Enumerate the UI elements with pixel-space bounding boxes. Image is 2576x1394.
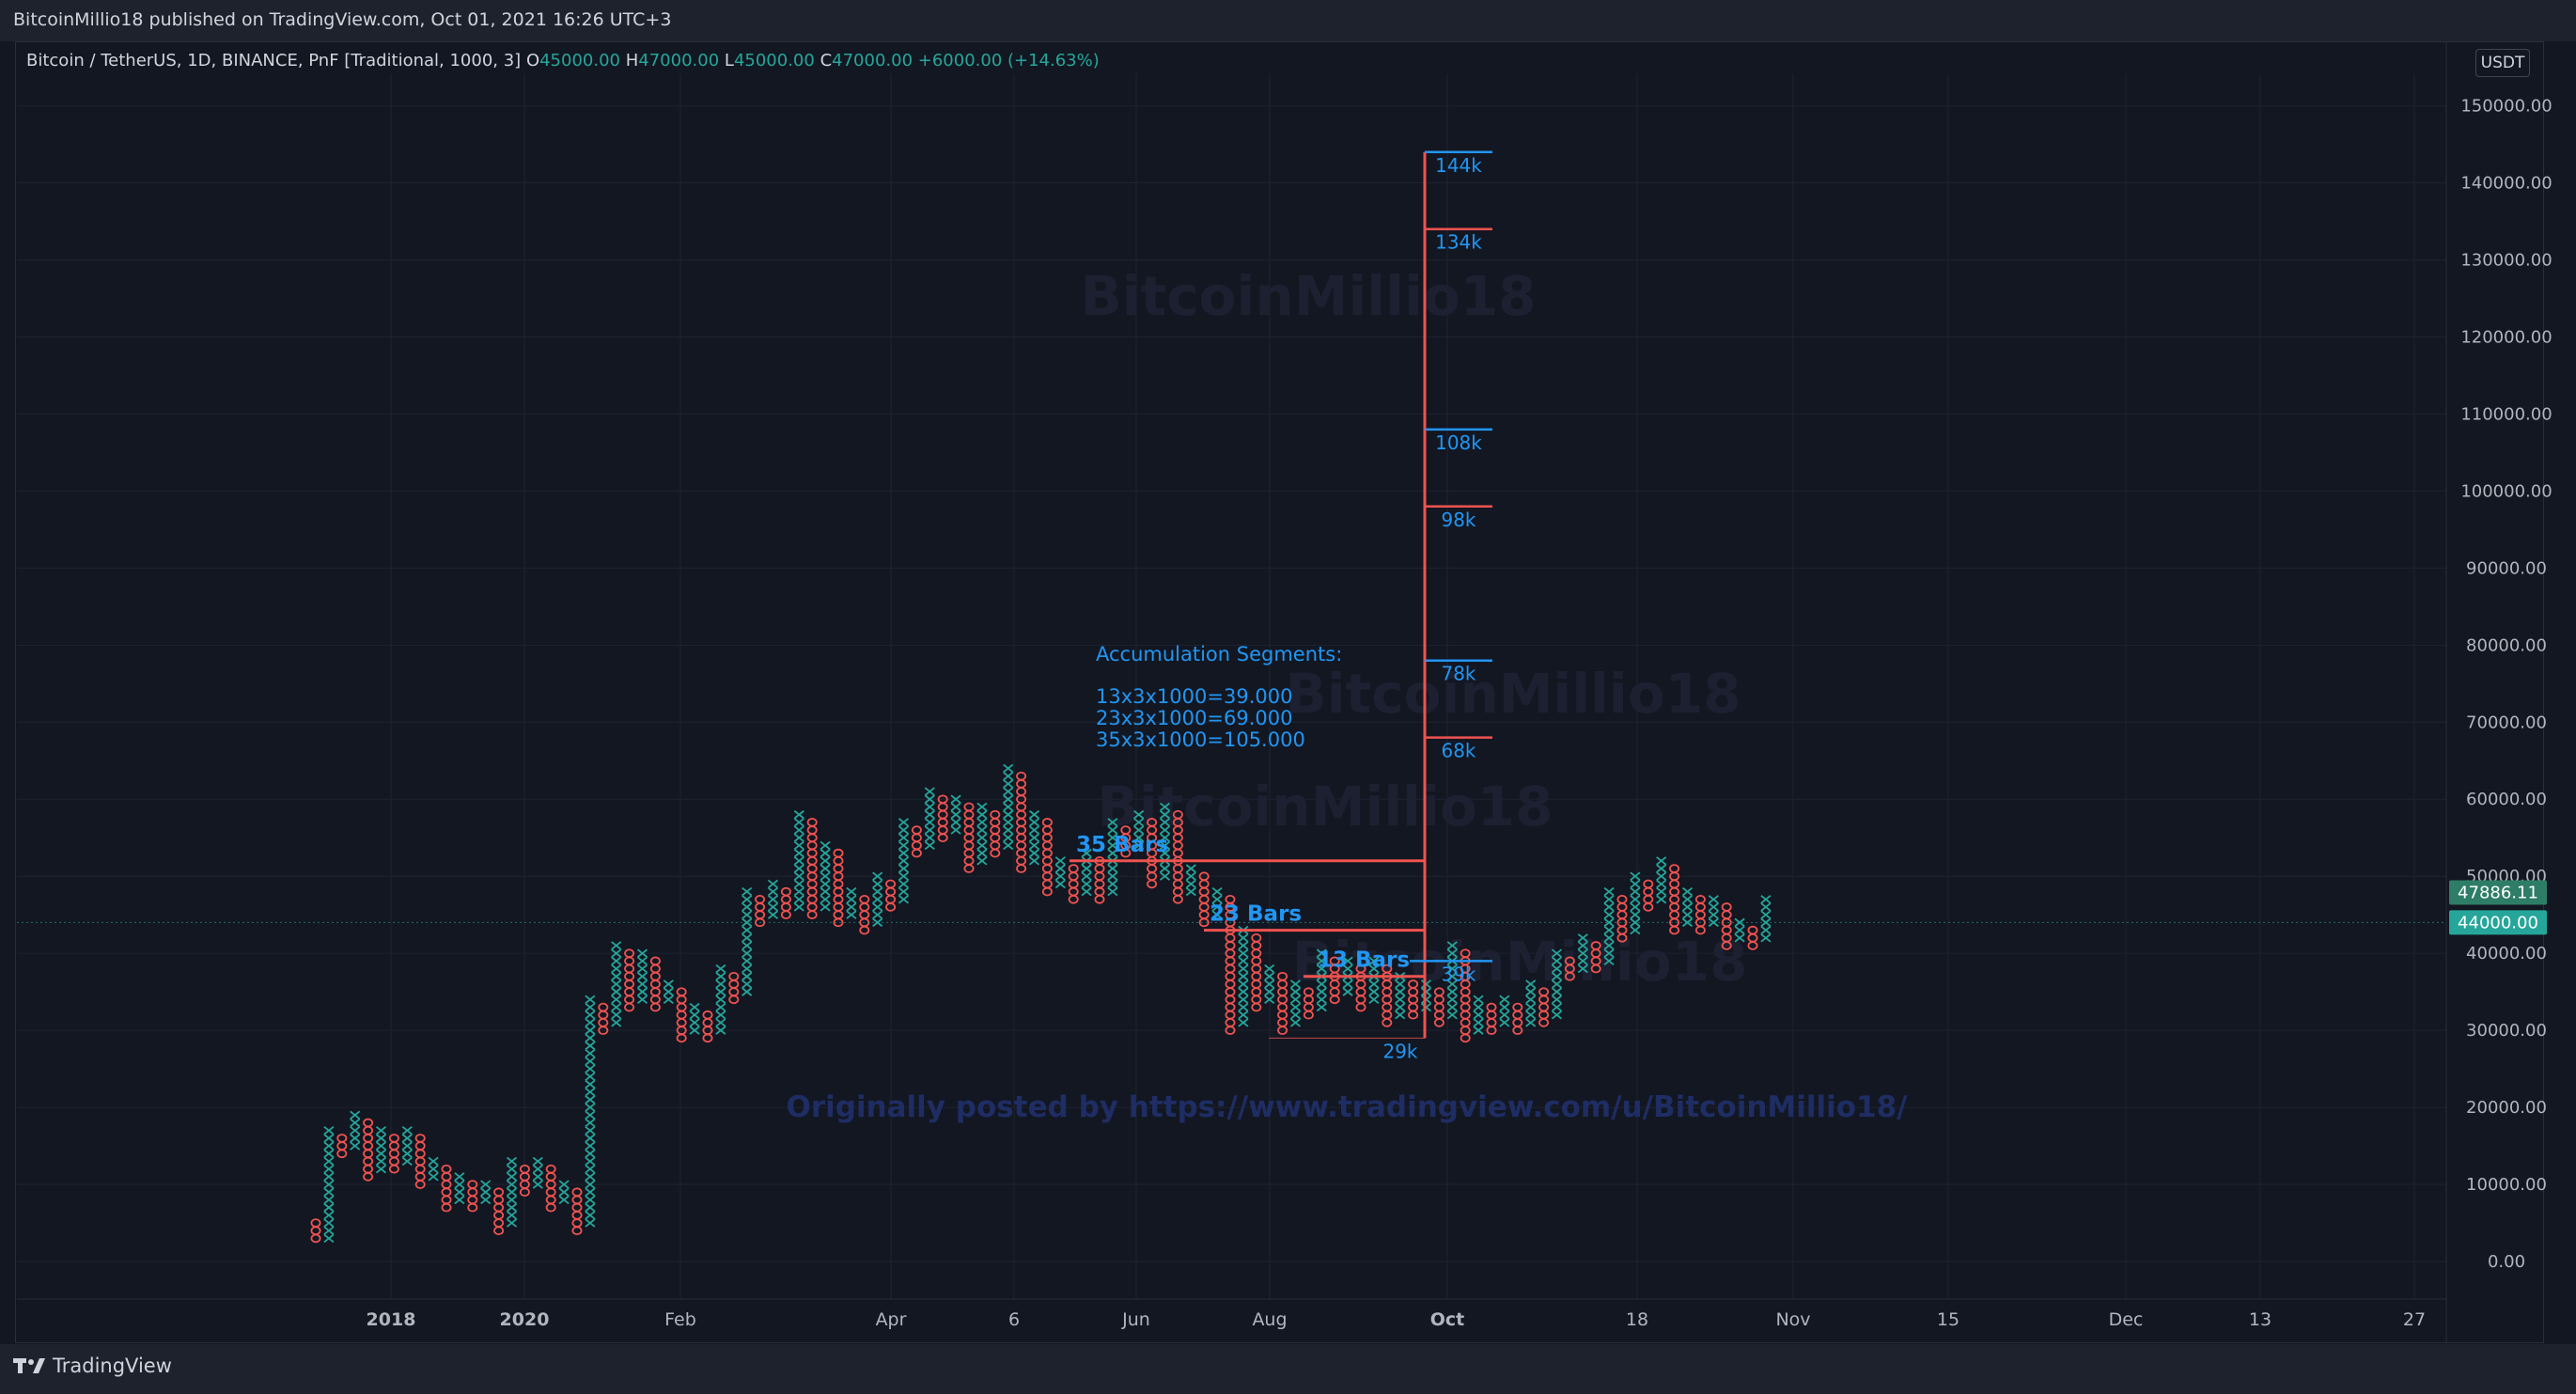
low-value: 45000.00 [733, 51, 815, 70]
bottom-bar [0, 1344, 2576, 1394]
high-label: H [625, 51, 639, 70]
change-value: +6000.00 (+14.63%) [917, 51, 1100, 70]
top-bar: BitcoinMillio18 published on TradingView… [0, 0, 2576, 41]
symbol-name[interactable]: Bitcoin / TetherUS, 1D, BINANCE, PnF [Tr… [26, 51, 522, 70]
close-label: C [820, 51, 833, 70]
tradingview-logo[interactable]: TradingView [13, 1355, 172, 1377]
published-info: BitcoinMillio18 published on TradingView… [13, 9, 672, 30]
high-value: 47000.00 [638, 51, 720, 70]
open-value: 45000.00 [539, 51, 620, 70]
close-value: 47000.00 [832, 51, 913, 70]
tradingview-logo-icon [13, 1358, 45, 1373]
chart-frame[interactable] [15, 41, 2544, 1343]
low-label: L [724, 51, 734, 70]
tradingview-brand: TradingView [53, 1355, 172, 1377]
symbol-legend: Bitcoin / TetherUS, 1D, BINANCE, PnF [Tr… [26, 51, 1100, 70]
currency-button[interactable]: USDT [2475, 49, 2530, 77]
open-label: O [525, 51, 540, 70]
